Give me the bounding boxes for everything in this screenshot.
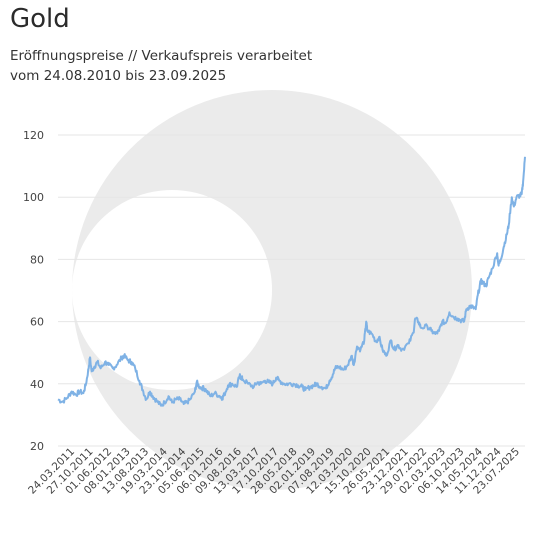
- y-tick-label: 100: [23, 191, 44, 204]
- y-tick-label: 60: [30, 316, 44, 329]
- page-title: Gold: [10, 4, 70, 34]
- y-tick-label: 120: [23, 129, 44, 142]
- date-range: vom 24.08.2010 bis 23.09.2025: [10, 68, 227, 84]
- y-tick-label: 80: [30, 253, 44, 266]
- grid-lines: [58, 134, 525, 447]
- watermark-logo-icon: [71, 90, 473, 490]
- chart-subtitle: Eröffnungspreise // Verkaufspreis verarb…: [10, 48, 313, 64]
- series-line-1: [57, 156, 526, 407]
- watermark-shape: [71, 90, 473, 490]
- x-axis-ticks: 24.03.201127.10.201101.06.201208.01.2013…: [26, 445, 522, 496]
- series-group: [57, 156, 526, 407]
- y-tick-label: 20: [30, 440, 44, 453]
- y-axis-ticks: 20 40 60 80 100 120: [23, 129, 44, 453]
- y-tick-label: 40: [30, 378, 44, 391]
